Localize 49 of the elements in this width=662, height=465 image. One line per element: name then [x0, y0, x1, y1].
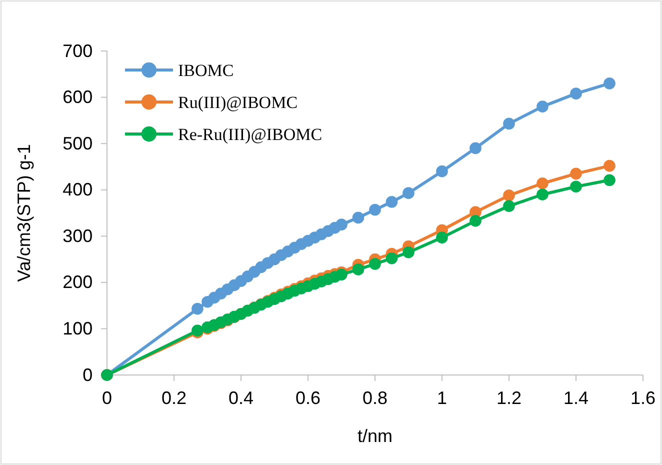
x-tick-label: 0.6	[295, 388, 321, 408]
x-tick-label: 0	[102, 388, 112, 408]
x-tick-label: 1.6	[630, 388, 656, 408]
x-axis-title: t/nm	[357, 426, 393, 446]
point	[503, 200, 515, 212]
x-tick-label: 0.8	[362, 388, 388, 408]
x-tick-label: 0.2	[161, 388, 187, 408]
x-tick-label: 1	[436, 388, 448, 408]
point	[386, 196, 398, 208]
point	[536, 100, 548, 112]
point	[352, 212, 364, 224]
point	[470, 142, 482, 154]
point	[192, 302, 204, 315]
point	[386, 252, 398, 264]
y-tick-label: 200	[62, 272, 93, 292]
y-tick-label: 400	[62, 180, 93, 200]
point	[436, 165, 448, 178]
y-tick-label: 600	[62, 87, 93, 108]
legend-label: Ru(III)@IBOMC	[178, 93, 298, 112]
point	[536, 177, 548, 190]
point	[503, 118, 515, 130]
y-axis-title: Va/cm3(STP) g-1	[14, 144, 34, 282]
point	[336, 218, 348, 230]
point	[369, 258, 381, 270]
legend-label: IBOMC	[178, 61, 234, 80]
y-tick-label: 700	[62, 40, 93, 61]
point	[336, 268, 348, 280]
point	[503, 190, 515, 202]
x-tick-label: 1.4	[563, 388, 589, 408]
point	[402, 246, 414, 258]
legend-label: Re-Ru(III)@IBOMC	[178, 125, 322, 144]
point	[402, 187, 414, 199]
y-tick-label: 0	[82, 364, 93, 385]
x-tick-label: 0.4	[228, 388, 254, 408]
point	[604, 77, 616, 90]
point	[436, 232, 448, 244]
point	[570, 168, 582, 180]
x-tick-label: 1.2	[496, 388, 522, 408]
point	[470, 214, 482, 227]
point	[604, 174, 616, 186]
point	[604, 160, 616, 172]
y-tick-label: 500	[62, 133, 93, 154]
point	[369, 204, 381, 216]
point	[536, 188, 548, 200]
point	[570, 88, 582, 100]
point	[352, 264, 364, 276]
y-tick-label: 300	[62, 226, 93, 246]
y-tick-label: 100	[62, 318, 93, 338]
point	[570, 180, 582, 193]
